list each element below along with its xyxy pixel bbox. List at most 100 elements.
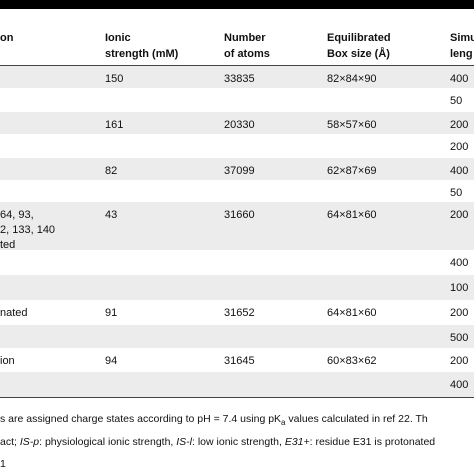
table-cell: 20330 — [224, 118, 255, 133]
table-row: 161 20330 58×57×60 200 — [0, 112, 474, 134]
cell-line: 200 — [450, 355, 469, 367]
table-cell: 64, 93, 2, 133, 140 ted — [0, 208, 55, 253]
footnote-text: 1 — [0, 458, 6, 470]
cell-line: Ionic — [105, 32, 131, 44]
table-cell: 62×87×69 — [327, 164, 377, 179]
bottom-rule — [0, 397, 474, 398]
table-cell: 64×81×60 — [327, 208, 377, 223]
table-row: 400 — [0, 372, 474, 397]
table-cell: 200 — [450, 306, 468, 321]
table-cell: nated — [0, 306, 28, 321]
cell-line: Equilibrated — [327, 32, 391, 44]
cell-line: ion — [0, 355, 15, 367]
footnote: 1 — [0, 458, 6, 470]
cell-line: Box size (Å) — [327, 48, 390, 60]
cell-line: 400 — [450, 73, 469, 85]
cell-line: 64×81×60 — [327, 307, 377, 319]
cell-line: 50 — [450, 187, 463, 199]
cell-line: 150 — [105, 73, 124, 85]
table-row: 200 — [0, 134, 474, 158]
table-cell: 400 — [450, 72, 468, 87]
footnote-text: E31+ — [284, 436, 310, 448]
table-cell: 50 — [450, 94, 462, 109]
cell-line: 64×81×60 — [327, 209, 377, 221]
cell-line: 200 — [450, 119, 469, 131]
table-row: 64, 93, 2, 133, 140 ted 43 31660 64×81×60 200 — [0, 202, 474, 253]
cell-line: 37099 — [224, 165, 255, 177]
table-row: 50 — [0, 88, 474, 112]
table-cell: 33835 — [224, 72, 255, 87]
cell-line: Simu — [450, 32, 474, 44]
cell-line: ted — [0, 239, 16, 251]
table-row: 82 37099 62×87×69 400 — [0, 158, 474, 180]
footnote-text: a — [281, 418, 286, 428]
cell-line: strength (mM) — [105, 48, 179, 60]
table-cell: 82×84×90 — [327, 72, 377, 87]
cell-line: 200 — [450, 307, 469, 319]
footnote-text: act; — [0, 436, 20, 448]
header-row: on Ionic strength (mM) Number of atoms Equili… — [0, 25, 474, 65]
footnote-text: : low ionic strength, — [192, 436, 285, 448]
cell-line: 64, 93, — [0, 209, 34, 221]
cell-line: 100 — [450, 282, 469, 294]
cell-line: 60×83×62 — [327, 355, 377, 367]
table-cell: 43 — [105, 208, 117, 223]
cell-line: nated — [0, 307, 28, 319]
cell-line: 94 — [105, 355, 118, 367]
table-cell: Number of atoms — [224, 30, 270, 62]
footnote-text: : residue E31 is protonated — [309, 436, 436, 448]
table-cell: ion — [0, 354, 15, 369]
table-cell: 94 — [105, 354, 117, 369]
table-cell: Simu leng — [450, 30, 474, 62]
footnote-text: values calculated in ref 22. Th — [285, 413, 428, 425]
cell-line: 200 — [450, 209, 469, 221]
table-row: 500 — [0, 325, 474, 348]
table-cell: 200 — [450, 208, 468, 223]
table-cell: 400 — [450, 256, 468, 271]
top-rule — [0, 0, 474, 9]
cell-line: 50 — [450, 95, 463, 107]
cell-line: 400 — [450, 379, 469, 391]
cell-line: 91 — [105, 307, 118, 319]
table-cell: Ionic strength (mM) — [105, 30, 178, 62]
table-cell: 200 — [450, 354, 468, 369]
header-rule — [0, 65, 474, 66]
table-cell: 200 — [450, 140, 468, 155]
table-row: nated 91 31652 64×81×60 200 — [0, 300, 474, 325]
table-cell: 64×81×60 — [327, 306, 377, 321]
table-cell: 91 — [105, 306, 117, 321]
table-cell: 37099 — [224, 164, 255, 179]
cell-line: 31645 — [224, 355, 255, 367]
cell-line: on — [0, 32, 14, 44]
cell-line: Number — [224, 32, 266, 44]
table-cell: 82 — [105, 164, 117, 179]
footnote: s are assigned charge states according t… — [0, 413, 428, 427]
cell-line: of atoms — [224, 48, 270, 60]
cell-line: 58×57×60 — [327, 119, 377, 131]
table-cell: 31645 — [224, 354, 255, 369]
cell-line: 161 — [105, 119, 124, 131]
cell-line: 31652 — [224, 307, 255, 319]
cell-line: 31660 — [224, 209, 255, 221]
cell-line: leng — [450, 48, 473, 60]
cell-line: 400 — [450, 165, 469, 177]
table-cell: Equilibrated Box size (Å) — [327, 30, 391, 62]
table-cell: 50 — [450, 186, 462, 201]
footnote-text: IS-p — [19, 436, 40, 448]
table-row: 150 33835 82×84×90 400 — [0, 66, 474, 88]
cell-line: 400 — [450, 257, 469, 269]
cell-line: 33835 — [224, 73, 255, 85]
table-cell: on — [0, 30, 13, 46]
cell-line: 20330 — [224, 119, 255, 131]
table-cell: 60×83×62 — [327, 354, 377, 369]
cell-line: 2, 133, 140 — [0, 224, 56, 236]
table-row: 400 — [0, 250, 474, 275]
table-cell: 31652 — [224, 306, 255, 321]
footnote-text: : physiological ionic strength, — [39, 436, 177, 448]
cell-line: 500 — [450, 332, 469, 344]
table-row: ion 94 31645 60×83×62 200 — [0, 348, 474, 372]
table-cell: 58×57×60 — [327, 118, 377, 133]
table-cell: 200 — [450, 118, 468, 133]
table-row: 50 — [0, 180, 474, 202]
